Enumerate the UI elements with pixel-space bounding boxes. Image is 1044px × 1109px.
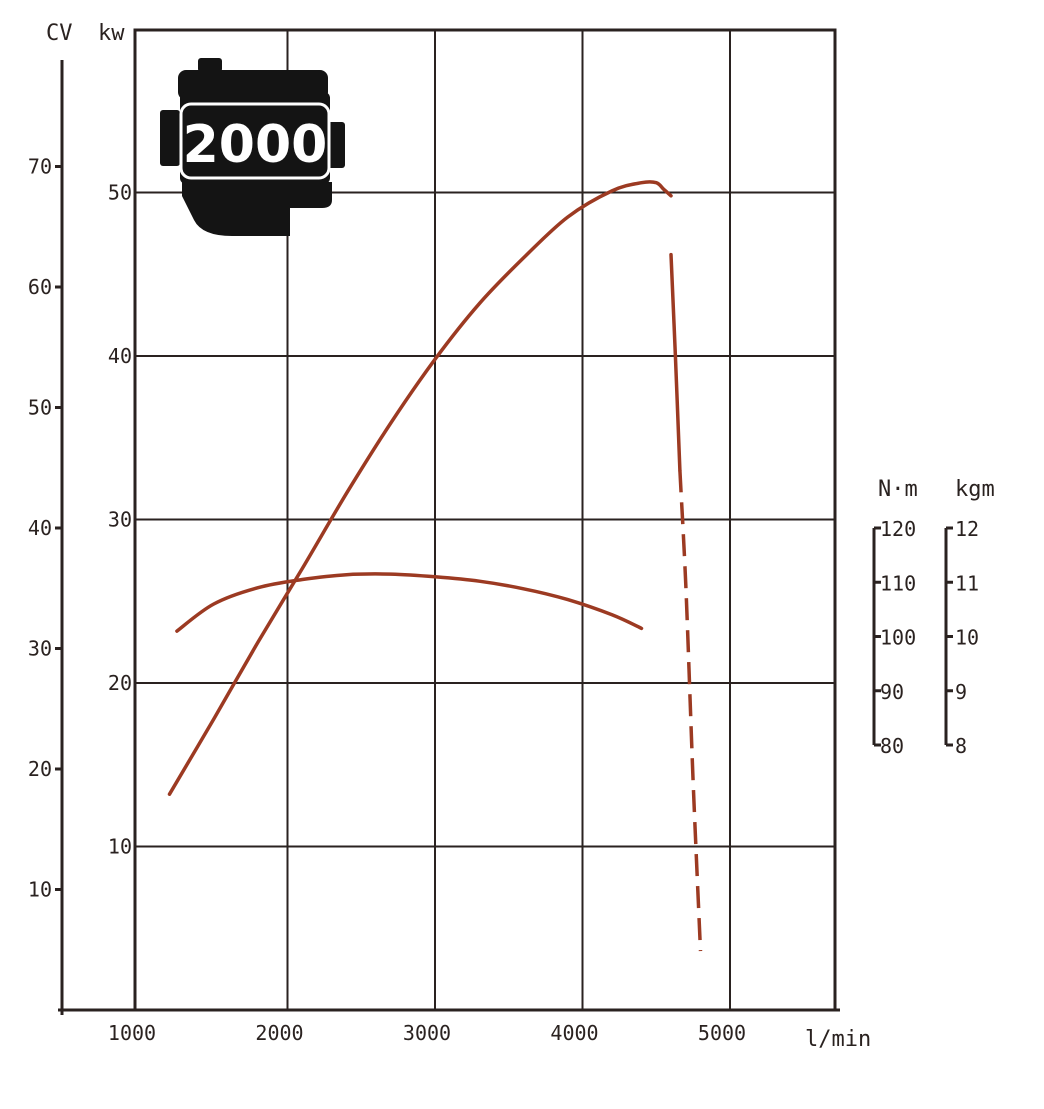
nm-tick-label: 80 [880, 734, 904, 758]
kw-tick-label: 40 [108, 344, 132, 368]
kgm-tick-label: 11 [955, 571, 979, 595]
cv-unit-label: CV [46, 21, 73, 46]
x-tick-label: 1000 [108, 1021, 156, 1045]
nm-tick-label: 100 [880, 626, 916, 650]
torque-curve [175, 572, 644, 633]
kw-tick-label: 10 [108, 835, 132, 859]
kgm-unit-label: kgm [955, 477, 995, 502]
x-tick-label: 2000 [255, 1021, 303, 1045]
nm-unit-label: N·m [878, 477, 918, 502]
kgm-tick-label: 8 [955, 734, 967, 758]
power-curve [678, 470, 703, 952]
kw-tick-label: 20 [108, 671, 132, 695]
power-curve [669, 252, 682, 473]
tick-labels: 1000 2000 3000 4000 5000 10 20 30 40 50 10 20 30 40 50… [28, 155, 979, 1046]
kw-unit-label: kw [98, 21, 125, 46]
axis-unit-labels: CV kw N·m kgm l/min [46, 21, 995, 1052]
kgm-tick-label: 9 [955, 680, 967, 704]
kw-tick-label: 50 [108, 181, 132, 205]
cv-tick-label: 60 [28, 275, 52, 299]
cv-tick-label: 40 [28, 516, 52, 540]
kgm-tick-label: 12 [955, 517, 979, 541]
nm-tick-label: 110 [880, 571, 916, 595]
cv-tick-label: 30 [28, 637, 52, 661]
kw-tick-label: 30 [108, 508, 132, 532]
kgm-tick-label: 10 [955, 626, 979, 650]
cv-tick-label: 50 [28, 396, 52, 420]
nm-tick-label: 90 [880, 680, 904, 704]
logo-text: 2000 [183, 115, 328, 175]
nm-tick-label: 120 [880, 517, 916, 541]
engine-logo-icon: 2000 [160, 58, 345, 236]
x-tick-label: 3000 [403, 1021, 451, 1045]
x-tick-label: 5000 [698, 1021, 746, 1045]
cv-tick-label: 20 [28, 757, 52, 781]
x-tick-label: 4000 [550, 1021, 598, 1045]
power-curve [167, 180, 673, 796]
cv-tick-label: 10 [28, 878, 52, 902]
cv-tick-label: 70 [28, 155, 52, 179]
x-unit-label: l/min [805, 1027, 871, 1052]
curves [167, 180, 703, 952]
